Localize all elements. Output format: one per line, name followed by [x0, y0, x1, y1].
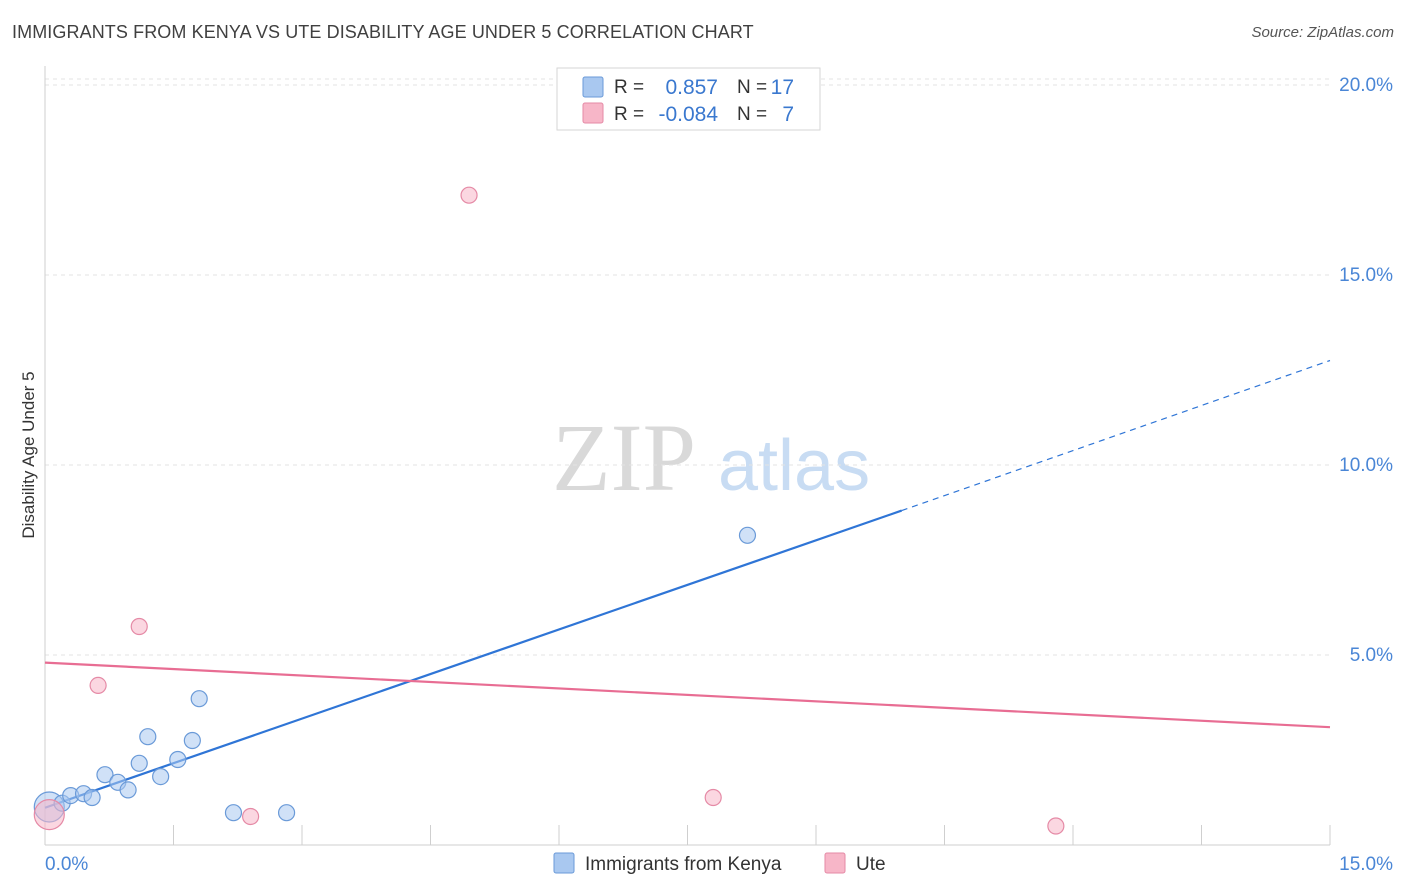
point-1-5 — [704, 788, 722, 807]
y-tick-label-1: 10.0% — [1339, 455, 1393, 476]
grid-layer — [45, 78, 1330, 656]
y-tick-label-0: 5.0% — [1350, 645, 1393, 666]
trend-line-0 — [44, 509, 903, 809]
point-0-15 — [277, 804, 296, 822]
point-0-7 — [119, 781, 137, 799]
bottom-legend-swatch-kenya — [553, 852, 575, 874]
x-tick-marks — [173, 825, 1331, 845]
point-0-10 — [152, 767, 170, 786]
y-tick-label-3: 20.0% — [1339, 75, 1393, 96]
point-0-4 — [83, 788, 101, 807]
legend-n-value-kenya: 17 — [771, 76, 794, 99]
point-1-1 — [89, 676, 107, 695]
point-1-4 — [460, 186, 478, 204]
point-1-0 — [33, 798, 65, 831]
y-tick-label-2: 15.0% — [1339, 265, 1393, 286]
bottom-legend-swatch-ute — [824, 852, 846, 874]
point-0-12 — [183, 731, 201, 750]
point-layer — [33, 186, 1065, 835]
legend-r-label-ute: R = — [614, 104, 644, 125]
point-0-16 — [738, 526, 757, 544]
legend-r-label-kenya: R = — [614, 77, 644, 98]
legend-swatch-kenya — [582, 76, 604, 98]
point-1-3 — [242, 807, 260, 826]
y-tick-labels: 5.0% 10.0% 15.0% 20.0% — [1339, 75, 1393, 666]
point-0-14 — [224, 804, 243, 822]
trend-layer — [44, 359, 1331, 809]
x-tick-label-min: 0.0% — [45, 854, 88, 875]
legend-n-value-ute: 7 — [782, 103, 794, 126]
trend-line-1 — [44, 661, 1331, 729]
watermark-atlas: atlas — [718, 426, 870, 506]
bottom-legend-label-ute: Ute — [856, 854, 886, 875]
point-1-2 — [130, 617, 148, 636]
legend-r-value-kenya: 0.857 — [665, 76, 718, 99]
point-0-5 — [96, 766, 114, 784]
y-axis-title: Disability Age Under 5 — [19, 371, 38, 538]
watermark-zip: ZIP — [552, 404, 696, 511]
point-0-11 — [169, 750, 187, 769]
bottom-legend: Immigrants from Kenya Ute — [553, 852, 886, 875]
point-0-8 — [130, 754, 148, 772]
trend-line-extension-0 — [901, 359, 1331, 512]
legend-n-label-ute: N = — [737, 104, 767, 125]
point-0-9 — [139, 728, 157, 746]
source-credit: Source: ZipAtlas.com — [1251, 24, 1394, 41]
point-0-13 — [190, 690, 208, 708]
legend-r-value-ute: -0.084 — [658, 103, 718, 126]
stats-legend: R = 0.857 N = 17 R = -0.084 N = 7 — [556, 67, 821, 131]
bottom-legend-label-kenya: Immigrants from Kenya — [585, 854, 782, 875]
point-1-6 — [1047, 817, 1065, 835]
x-tick-label-max: 15.0% — [1339, 854, 1393, 875]
legend-swatch-ute — [582, 102, 604, 124]
chart-title: IMMIGRANTS FROM KENYA VS UTE DISABILITY … — [12, 22, 754, 42]
legend-n-label-kenya: N = — [737, 77, 767, 98]
